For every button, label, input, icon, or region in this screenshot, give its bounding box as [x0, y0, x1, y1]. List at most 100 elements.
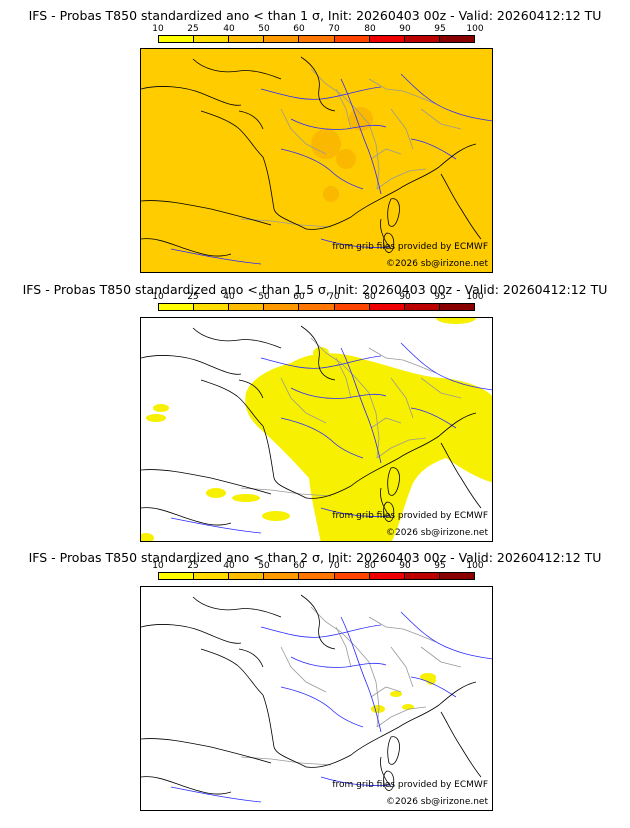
river	[280, 686, 364, 728]
coastline	[398, 412, 477, 459]
coastline	[200, 648, 264, 696]
river	[290, 387, 387, 399]
coastline	[305, 188, 400, 230]
panel-3-map-svg	[141, 594, 492, 803]
panel-1-title: IFS - Probas T850 standardized ano < tha…	[28, 8, 602, 23]
colorbar-swatch	[159, 304, 195, 310]
colorbar-swatch	[334, 573, 370, 579]
river	[400, 611, 492, 660]
country-border	[310, 337, 380, 459]
coastline	[200, 379, 264, 427]
coastline	[300, 325, 336, 381]
probability-patch	[390, 691, 402, 697]
probability-patch	[313, 347, 329, 359]
country-border	[370, 686, 402, 698]
river	[340, 347, 382, 464]
river	[280, 417, 364, 459]
colorbar-swatch	[334, 36, 370, 42]
colorbar-swatch	[404, 36, 440, 42]
colorbar-swatch	[159, 36, 195, 42]
tick: 10	[152, 292, 164, 302]
probability-patch	[436, 318, 476, 324]
colorbar-swatch	[299, 304, 335, 310]
coastline	[141, 738, 272, 764]
country-border	[420, 108, 462, 130]
tick: 10	[152, 24, 164, 34]
probability-patch	[371, 705, 385, 713]
probability-patch	[141, 533, 154, 541]
country-border	[376, 168, 427, 190]
country-border	[390, 646, 414, 688]
colorbar-swatch	[404, 573, 440, 579]
colorbar-swatch	[194, 304, 230, 310]
colorbar-swatch	[264, 573, 300, 579]
river	[400, 342, 492, 391]
probability-hotspot	[311, 129, 341, 159]
colorbar-swatch	[264, 304, 300, 310]
probability-patch	[262, 511, 290, 521]
panel-1-copyright: ©2026 sb@irizone.net	[386, 259, 488, 269]
tick: 50	[258, 292, 270, 302]
panel-3-source-credit: from grib files provided by ECMWF	[332, 780, 488, 790]
probability-patch	[206, 488, 226, 498]
panel-2-title: IFS - Probas T850 standardized ano < tha…	[22, 282, 608, 297]
probability-patch	[232, 494, 260, 502]
river	[290, 118, 387, 130]
panel-1-colorbar	[158, 35, 475, 43]
panel-3-copyright: ©2026 sb@irizone.net	[386, 797, 488, 807]
coastline	[141, 86, 242, 106]
coastline	[141, 469, 272, 495]
tick: 100	[466, 292, 484, 302]
probability-patch	[153, 404, 169, 412]
river	[290, 656, 387, 668]
river	[280, 148, 364, 190]
coastline	[238, 379, 264, 399]
tick: 50	[258, 561, 270, 571]
tick: 70	[328, 24, 340, 34]
coastline	[238, 648, 264, 668]
island-coastline	[387, 198, 400, 227]
country-border	[368, 616, 437, 643]
river	[400, 73, 492, 122]
coastline	[305, 457, 400, 499]
coastline	[305, 726, 400, 768]
colorbar-swatch	[229, 573, 265, 579]
panel-3-colorbar	[158, 572, 475, 580]
panel-1-colorbar-ticks: 10 25 40 50 60 70 80 90 95 100	[140, 24, 495, 34]
colorbar-swatch	[159, 573, 195, 579]
country-border	[390, 108, 414, 150]
country-border	[280, 646, 327, 693]
coastline	[141, 238, 232, 257]
tick: 100	[466, 561, 484, 571]
country-border	[240, 218, 332, 228]
island-coastline	[387, 467, 400, 496]
island-coastline	[383, 232, 395, 253]
tick: 95	[434, 561, 446, 571]
river	[260, 86, 382, 100]
coastline	[192, 58, 282, 80]
country-border	[390, 377, 414, 419]
probability-patch	[426, 675, 436, 685]
coastline	[440, 711, 482, 778]
tick: 70	[328, 292, 340, 302]
country-border	[368, 347, 437, 374]
island-coastline	[387, 736, 400, 765]
country-border	[420, 646, 462, 668]
probability-patch	[146, 199, 206, 244]
colorbar-swatch	[229, 36, 265, 42]
coastline	[141, 355, 242, 375]
river	[340, 616, 382, 733]
tick: 25	[187, 292, 199, 302]
panel-2-colorbar	[158, 303, 475, 311]
colorbar-swatch	[439, 304, 474, 310]
island-coastline	[383, 770, 395, 791]
probability-hotspot	[323, 186, 339, 202]
country-border	[420, 377, 462, 399]
river	[170, 248, 262, 265]
tick: 90	[399, 292, 411, 302]
colorbar-swatch	[299, 36, 335, 42]
coastline	[262, 156, 307, 230]
colorbar-swatch	[229, 304, 265, 310]
country-border	[376, 706, 427, 728]
river	[340, 78, 382, 195]
